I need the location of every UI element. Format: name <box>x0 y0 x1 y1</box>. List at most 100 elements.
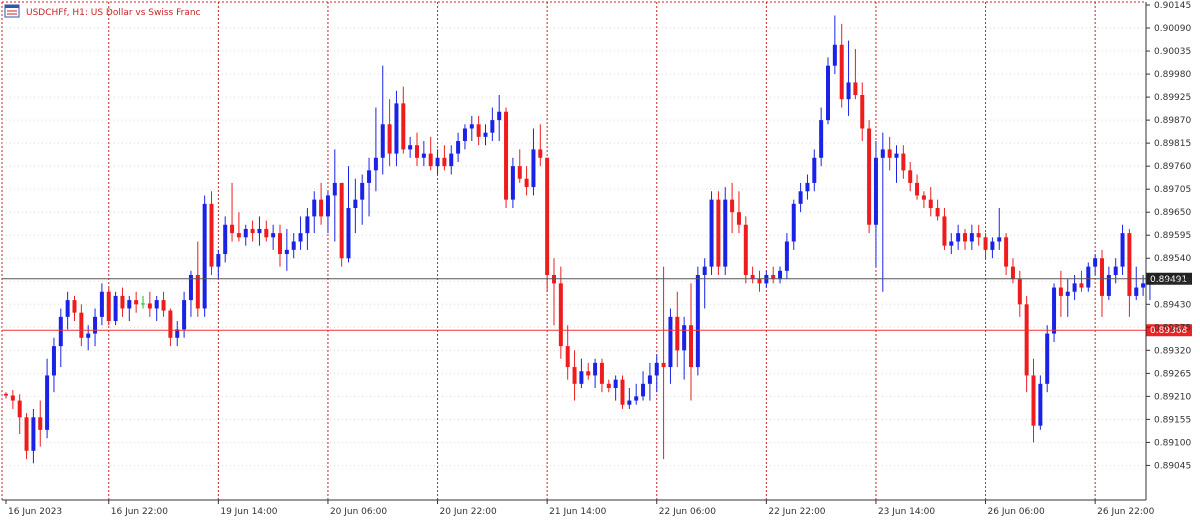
candle[interactable] <box>250 220 255 242</box>
candle[interactable] <box>312 191 317 234</box>
candle[interactable] <box>1120 224 1125 275</box>
candle[interactable] <box>257 216 262 246</box>
candle[interactable] <box>79 304 84 347</box>
candle[interactable] <box>1004 233 1009 275</box>
candle[interactable] <box>956 224 961 250</box>
candle[interactable] <box>271 224 276 250</box>
candle[interactable] <box>243 224 248 246</box>
candle[interactable] <box>1086 262 1091 292</box>
candle[interactable] <box>620 375 625 409</box>
candle[interactable] <box>504 107 509 209</box>
candle[interactable] <box>695 266 700 376</box>
candle[interactable] <box>716 191 721 275</box>
candle[interactable] <box>791 199 796 250</box>
candle[interactable] <box>490 107 495 142</box>
candle[interactable] <box>38 400 43 447</box>
candle[interactable] <box>17 394 22 435</box>
candle[interactable] <box>415 132 419 167</box>
candle[interactable] <box>928 187 933 217</box>
candle[interactable] <box>99 283 104 326</box>
candle[interactable] <box>880 132 885 292</box>
candle[interactable] <box>1093 254 1098 275</box>
candle[interactable] <box>750 266 755 284</box>
candle[interactable] <box>387 99 392 167</box>
candle[interactable] <box>58 308 63 368</box>
candle[interactable] <box>921 191 926 209</box>
candle[interactable] <box>428 136 433 171</box>
candle[interactable] <box>1065 279 1070 317</box>
candle[interactable] <box>223 216 228 263</box>
candle[interactable] <box>723 187 728 275</box>
candle[interactable] <box>969 224 974 250</box>
candle[interactable] <box>654 354 659 393</box>
candle[interactable] <box>93 308 98 347</box>
candle[interactable] <box>873 141 878 267</box>
candle[interactable] <box>709 191 714 275</box>
candle[interactable] <box>346 166 351 263</box>
candle[interactable] <box>826 57 830 125</box>
candle[interactable] <box>798 182 803 213</box>
candle[interactable] <box>805 174 810 200</box>
candle[interactable] <box>394 90 399 167</box>
candle[interactable] <box>894 145 899 183</box>
candle[interactable] <box>757 270 762 292</box>
candle[interactable] <box>408 136 413 158</box>
candle[interactable] <box>997 208 1002 250</box>
candle[interactable] <box>469 115 474 142</box>
candle[interactable] <box>202 195 207 317</box>
candle[interactable] <box>771 266 776 284</box>
candle[interactable] <box>264 220 269 242</box>
candle[interactable] <box>565 325 570 380</box>
candle[interactable] <box>976 224 981 246</box>
candle[interactable] <box>421 141 426 167</box>
candle[interactable] <box>1127 228 1132 317</box>
candle[interactable] <box>72 295 77 322</box>
candle[interactable] <box>298 216 303 250</box>
candle[interactable] <box>606 379 611 393</box>
candle[interactable] <box>558 266 563 359</box>
candle[interactable] <box>778 266 783 284</box>
candle[interactable] <box>51 337 56 393</box>
candle[interactable] <box>675 291 680 368</box>
candle[interactable] <box>524 166 529 196</box>
candle[interactable] <box>867 120 872 234</box>
candle[interactable] <box>730 182 735 234</box>
candle[interactable] <box>517 149 522 183</box>
candle[interactable] <box>572 350 577 401</box>
candle[interactable] <box>24 413 29 460</box>
candle[interactable] <box>175 321 180 347</box>
candle[interactable] <box>942 208 947 250</box>
candle[interactable] <box>1024 295 1029 393</box>
candle[interactable] <box>860 82 865 142</box>
candle[interactable] <box>599 358 604 393</box>
candle[interactable] <box>305 208 310 250</box>
candle[interactable] <box>531 128 536 196</box>
candle[interactable] <box>689 283 693 401</box>
candle[interactable] <box>949 233 954 255</box>
candle[interactable] <box>613 375 618 401</box>
candle[interactable] <box>360 174 365 225</box>
candle[interactable] <box>147 291 152 317</box>
candle[interactable] <box>291 233 296 259</box>
candle[interactable] <box>682 316 687 380</box>
candle[interactable] <box>1100 249 1104 317</box>
candle[interactable] <box>141 295 145 309</box>
candle[interactable] <box>545 157 550 292</box>
candle[interactable] <box>668 308 673 384</box>
candle[interactable] <box>853 48 858 100</box>
candle[interactable] <box>641 371 646 401</box>
candle[interactable] <box>435 149 440 175</box>
candle[interactable] <box>915 174 920 200</box>
candle[interactable] <box>401 86 406 154</box>
candle[interactable] <box>736 191 741 234</box>
candle[interactable] <box>456 132 461 162</box>
candle[interactable] <box>990 237 995 259</box>
candle[interactable] <box>510 157 515 209</box>
candle[interactable] <box>812 149 817 192</box>
candle[interactable] <box>586 362 591 380</box>
candle[interactable] <box>846 40 851 116</box>
candle[interactable] <box>627 388 632 409</box>
candle[interactable] <box>4 392 8 399</box>
candle[interactable] <box>120 287 125 317</box>
